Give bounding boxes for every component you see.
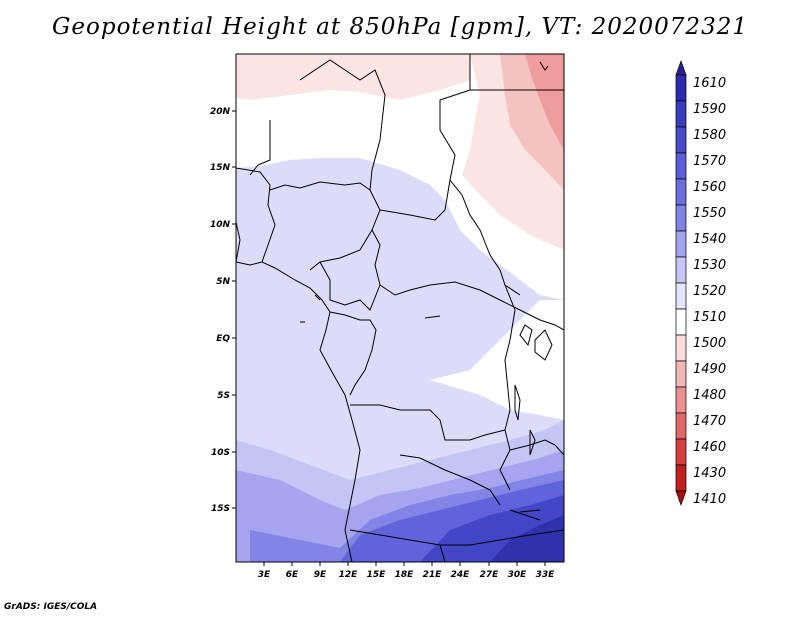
colorbar-swatch bbox=[675, 204, 687, 232]
colorbar-label: 1510 bbox=[693, 310, 726, 325]
colorbar-swatch bbox=[675, 74, 687, 102]
colorbar-label: 1460 bbox=[693, 440, 726, 455]
colorbar-bottom-arrow bbox=[675, 490, 687, 507]
lon-label: 24E bbox=[451, 570, 471, 580]
colorbar-label: 1530 bbox=[693, 258, 726, 273]
colorbar-label: 1570 bbox=[693, 154, 726, 169]
lat-axis: 20N 15N 10N 5N EQ 5S 10S 15S bbox=[210, 107, 236, 514]
lon-label: 6E bbox=[286, 570, 299, 580]
lon-label: 9E bbox=[314, 570, 327, 580]
field-1510-east bbox=[430, 300, 564, 420]
lon-label: 30E bbox=[508, 570, 528, 580]
boundaries bbox=[236, 54, 564, 562]
colorbar-swatch bbox=[675, 386, 687, 414]
colorbar-label: 1500 bbox=[693, 336, 726, 351]
colorbar-swatch bbox=[675, 178, 687, 206]
field-1590 bbox=[490, 515, 564, 562]
colorbar-swatch bbox=[675, 256, 687, 284]
colorbar-top-arrow bbox=[675, 59, 687, 76]
lon-label: 33E bbox=[536, 570, 556, 580]
colorbar-label: 1470 bbox=[693, 414, 726, 429]
colorbar-swatch bbox=[675, 126, 687, 154]
map-frame bbox=[235, 53, 565, 563]
contour-fill bbox=[236, 54, 564, 562]
lon-label: 3E bbox=[258, 570, 271, 580]
colorbar-swatch bbox=[675, 230, 687, 258]
colorbar-swatch bbox=[675, 100, 687, 128]
colorbar-label: 1550 bbox=[693, 206, 726, 221]
grads-credit: GrADS: IGES/COLA bbox=[4, 602, 98, 612]
colorbar-label: 1430 bbox=[693, 466, 726, 481]
lon-axis: 3E 6E 9E 12E 15E 18E 21E 24E 27E 30E 33E bbox=[258, 562, 555, 580]
map-title: Geopotential Height at 850hPa [gpm], VT:… bbox=[52, 14, 748, 40]
colorbar-swatch bbox=[675, 308, 687, 336]
lon-label: 15E bbox=[367, 570, 387, 580]
lat-label: 5S bbox=[217, 391, 230, 401]
colorbar-swatch bbox=[675, 412, 687, 440]
lon-label: 21E bbox=[423, 570, 443, 580]
colorbar-swatch bbox=[675, 360, 687, 388]
colorbar-swatch bbox=[675, 464, 687, 492]
lon-label: 12E bbox=[339, 570, 359, 580]
colorbar-label: 1490 bbox=[693, 362, 726, 377]
colorbar-swatch bbox=[675, 152, 687, 180]
lat-label: 15N bbox=[210, 163, 231, 173]
field-1500-west bbox=[236, 54, 470, 100]
lon-label: 27E bbox=[480, 570, 500, 580]
colorbar-swatch bbox=[675, 334, 687, 362]
lat-label: 20N bbox=[210, 107, 231, 117]
colorbar-label: 1410 bbox=[693, 492, 726, 507]
colorbar-swatch bbox=[675, 438, 687, 466]
colorbar-swatch bbox=[675, 282, 687, 310]
colorbar: 1610 1590 1580 1570 1560 1550 1540 1530 1520 1510… bbox=[675, 59, 726, 507]
colorbar-label: 1590 bbox=[693, 102, 726, 117]
lat-label: 15S bbox=[211, 504, 230, 514]
colorbar-label: 1610 bbox=[693, 76, 726, 91]
colorbar-label: 1480 bbox=[693, 388, 726, 403]
colorbar-label: 1540 bbox=[693, 232, 726, 247]
lon-label: 18E bbox=[395, 570, 415, 580]
lat-label: 10S bbox=[211, 448, 230, 458]
colorbar-label: 1520 bbox=[693, 284, 726, 299]
lat-label: 10N bbox=[210, 220, 231, 230]
colorbar-label: 1580 bbox=[693, 128, 726, 143]
field-1480 bbox=[525, 54, 564, 150]
lat-label: 5N bbox=[216, 277, 230, 287]
colorbar-label: 1560 bbox=[693, 180, 726, 195]
lat-label: EQ bbox=[216, 334, 230, 344]
